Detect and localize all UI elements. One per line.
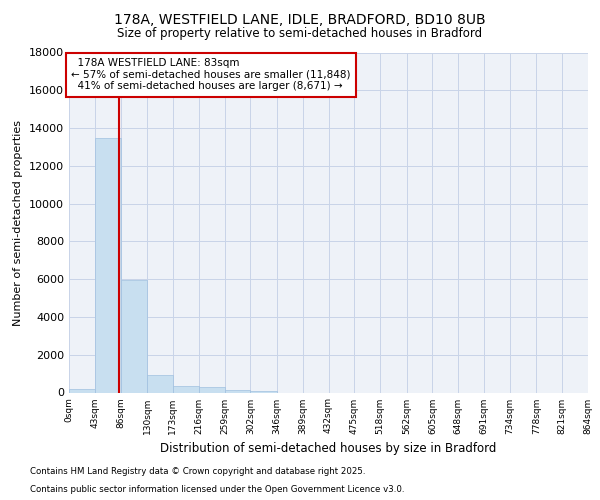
Text: Contains HM Land Registry data © Crown copyright and database right 2025.: Contains HM Land Registry data © Crown c…	[30, 467, 365, 476]
Bar	[224, 390, 250, 392]
Text: 178A, WESTFIELD LANE, IDLE, BRADFORD, BD10 8UB: 178A, WESTFIELD LANE, IDLE, BRADFORD, BD…	[114, 12, 486, 26]
X-axis label: Distribution of semi-detached houses by size in Bradford: Distribution of semi-detached houses by …	[160, 442, 497, 455]
Text: Size of property relative to semi-detached houses in Bradford: Size of property relative to semi-detach…	[118, 28, 482, 40]
Bar	[173, 386, 199, 392]
Text: 178A WESTFIELD LANE: 83sqm
← 57% of semi-detached houses are smaller (11,848)
  : 178A WESTFIELD LANE: 83sqm ← 57% of semi…	[71, 58, 351, 92]
Bar	[69, 388, 95, 392]
Y-axis label: Number of semi-detached properties: Number of semi-detached properties	[13, 120, 23, 326]
Bar	[95, 138, 121, 392]
Text: Contains public sector information licensed under the Open Government Licence v3: Contains public sector information licen…	[30, 485, 404, 494]
Bar	[250, 391, 277, 392]
Bar	[199, 388, 224, 392]
Bar	[147, 374, 173, 392]
Bar	[121, 280, 147, 392]
